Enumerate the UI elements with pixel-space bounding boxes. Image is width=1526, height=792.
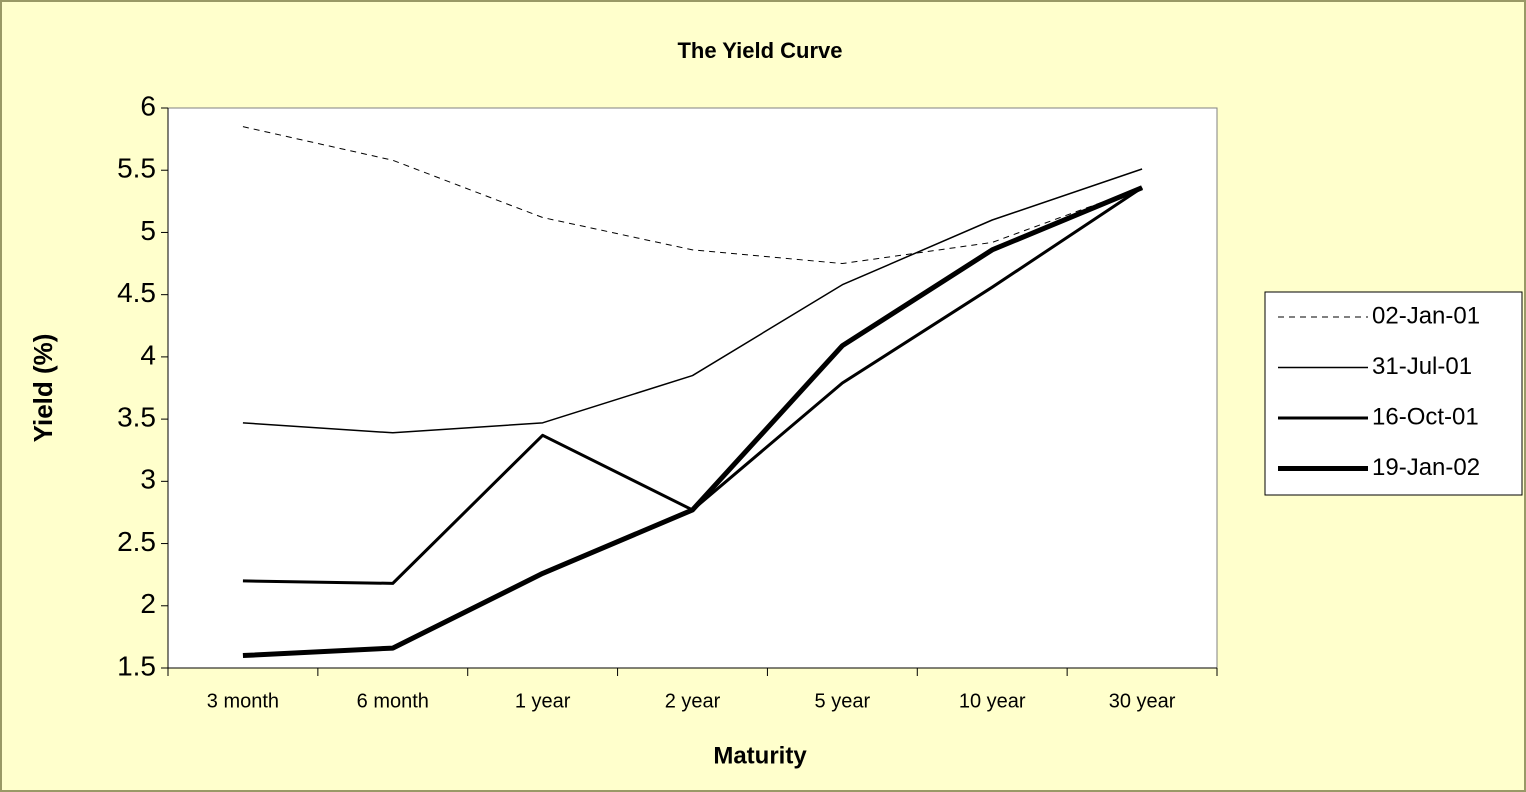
y-tick-label: 5 <box>140 215 156 246</box>
y-axis-title: Yield (%) <box>28 334 58 443</box>
y-tick-label: 1.5 <box>117 650 156 681</box>
legend-label: 16-Oct-01 <box>1372 403 1479 430</box>
y-tick-label: 3.5 <box>117 402 156 433</box>
x-tick-label: 6 month <box>357 690 429 712</box>
x-tick-label: 3 month <box>207 690 279 712</box>
y-tick-label: 4.5 <box>117 277 156 308</box>
legend-label: 19-Jan-02 <box>1372 454 1480 481</box>
x-tick-label: 2 year <box>665 690 721 712</box>
legend-label: 02-Jan-01 <box>1372 302 1480 329</box>
series-line <box>242 126 1143 265</box>
x-tick-label: 30 year <box>1109 690 1176 712</box>
legend-label: 31-Jul-01 <box>1372 353 1472 380</box>
x-tick-label: 5 year <box>815 690 871 712</box>
x-axis-title: Maturity <box>713 742 807 769</box>
x-tick-label: 10 year <box>959 690 1026 712</box>
plot-area <box>167 107 1218 669</box>
chart-title: The Yield Curve <box>677 38 842 63</box>
y-tick-label: 6 <box>140 90 156 121</box>
y-tick-label: 2 <box>140 588 156 619</box>
series-line <box>242 168 1143 434</box>
y-tick-label: 5.5 <box>117 153 156 184</box>
y-tick-label: 3 <box>140 464 156 495</box>
y-tick-label: 4 <box>140 339 156 370</box>
legend <box>1264 291 1523 496</box>
x-tick-label: 1 year <box>515 690 571 712</box>
y-tick-label: 2.5 <box>117 526 156 557</box>
series-line <box>242 185 1144 659</box>
